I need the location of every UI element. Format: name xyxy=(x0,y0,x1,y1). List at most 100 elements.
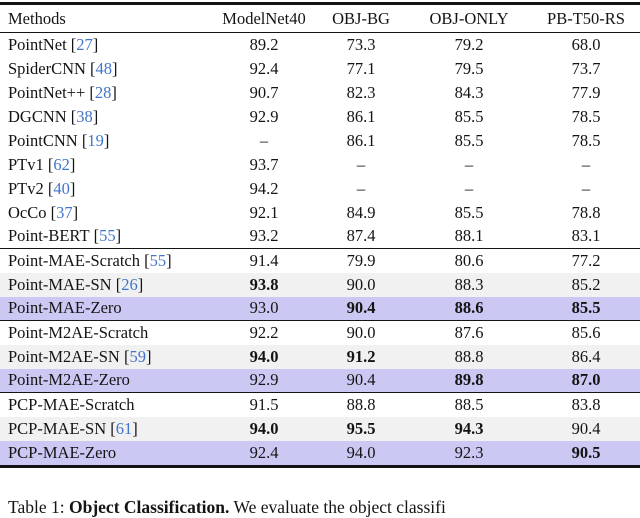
column-header-obj-only: OBJ-ONLY xyxy=(406,3,532,33)
value-cell-modelnet40: 92.1 xyxy=(249,202,279,222)
citation-link[interactable]: 26 xyxy=(121,274,138,294)
value-cell-obj-bg: 90.4 xyxy=(316,368,406,393)
caption-text: We evaluate the object classifi xyxy=(233,497,446,517)
table-row-point-m2ae-scratch: Point-M2AE-Scratch 92.2 90.0 87.6 85.6 xyxy=(0,320,640,345)
method-label: PCP-MAE-Scratch xyxy=(8,394,135,414)
value-cell-obj-bg: – xyxy=(356,154,366,174)
method-label: OcCo xyxy=(8,202,47,222)
results-figure: Methods ModelNet40 OBJ-BG OBJ-ONLY PB-T50-RS… xyxy=(0,2,640,468)
value-cell-modelnet40: 93.7 xyxy=(249,154,279,174)
caption-title: Object Classification. xyxy=(68,497,230,517)
value-cell-modelnet40: 93.8 xyxy=(212,272,316,297)
table-row-ptv1: PTv1 [62] 93.7 – – – xyxy=(0,153,640,177)
value-cell-pb-t50-rs: 85.6 xyxy=(532,320,640,345)
method-cell: PCP-MAE-Zero xyxy=(0,440,212,465)
method-cell: Point-M2AE-Zero xyxy=(0,368,212,393)
citation-link[interactable]: 40 xyxy=(53,178,70,198)
table-row-point-m2ae-zero: Point-M2AE-Zero 92.9 90.4 89.8 87.0 xyxy=(0,368,640,393)
method-label: PointNet++ xyxy=(8,82,86,102)
value-cell-obj-only: – xyxy=(464,154,474,174)
method-cell: Point-MAE-Zero xyxy=(0,296,212,321)
method-label: Point-MAE-Zero xyxy=(8,298,122,318)
value-cell-pb-t50-rs: 85.2 xyxy=(532,272,640,297)
value-cell-modelnet40: 93.2 xyxy=(249,226,279,246)
value-cell-obj-only: 85.5 xyxy=(454,106,484,126)
value-cell-modelnet40: 91.4 xyxy=(212,248,316,273)
value-cell-obj-only: 88.3 xyxy=(406,272,532,297)
column-header-modelnet40: ModelNet40 xyxy=(212,3,316,33)
value-cell-pb-t50-rs: 85.5 xyxy=(532,296,640,321)
value-cell-modelnet40: 92.9 xyxy=(212,368,316,393)
citation-link[interactable]: 59 xyxy=(129,346,146,366)
table-row-pointcnn: PointCNN [19] – 86.1 85.5 78.5 xyxy=(0,129,640,153)
value-cell-obj-bg: 90.0 xyxy=(316,320,406,345)
citation-link[interactable]: 48 xyxy=(95,58,113,78)
citation-link[interactable]: 28 xyxy=(94,82,112,102)
value-cell-pb-t50-rs: 83.1 xyxy=(571,226,601,246)
table-caption: Table 1: Object Classification. We evalu… xyxy=(8,496,640,518)
method-label: DGCNN xyxy=(8,106,67,126)
value-cell-obj-bg: 94.0 xyxy=(316,440,406,465)
value-cell-pb-t50-rs: 73.7 xyxy=(571,58,601,78)
method-cell: Point-MAE-SN [26] xyxy=(0,272,212,297)
value-cell-pb-t50-rs: 86.4 xyxy=(532,344,640,369)
value-cell-pb-t50-rs: 78.5 xyxy=(571,106,601,126)
citation-link[interactable]: 27 xyxy=(76,34,93,54)
value-cell-obj-bg: 90.4 xyxy=(316,296,406,321)
method-label: Point-BERT xyxy=(8,226,90,246)
method-cell: PointNet++ [28] xyxy=(8,82,117,102)
value-cell-obj-only: 88.5 xyxy=(406,392,532,417)
method-cell: PTv2 [40] xyxy=(8,178,76,198)
value-cell-obj-only: 94.3 xyxy=(406,416,532,441)
value-cell-obj-only: 89.8 xyxy=(406,368,532,393)
value-cell-obj-only: – xyxy=(464,178,474,198)
table-row-pcp-mae-zero: PCP-MAE-Zero 92.4 94.0 92.3 90.5 xyxy=(0,440,640,465)
method-label: PCP-MAE-SN xyxy=(8,418,107,438)
table-row-pointnet: PointNet++ [28] 90.7 82.3 84.3 77.9 xyxy=(0,81,640,105)
citation-link[interactable]: 19 xyxy=(87,130,104,150)
method-label: Point-M2AE-Zero xyxy=(8,370,130,390)
value-cell-obj-bg: 95.5 xyxy=(316,416,406,441)
value-cell-pb-t50-rs: 78.8 xyxy=(571,202,601,222)
method-cell: DGCNN [38] xyxy=(8,106,99,126)
method-cell: SpiderCNN [48] xyxy=(8,58,118,78)
value-cell-obj-bg: – xyxy=(356,178,366,198)
citation-link[interactable]: 55 xyxy=(99,226,116,246)
citation-link[interactable]: 62 xyxy=(53,154,70,174)
caption-label: Table 1: xyxy=(8,497,65,517)
value-cell-obj-bg: 91.2 xyxy=(316,344,406,369)
value-cell-pb-t50-rs: 77.9 xyxy=(571,82,601,102)
method-label: PointNet xyxy=(8,34,67,54)
method-cell: Point-MAE-Scratch [55] xyxy=(0,248,212,273)
table-row-spidercnn: SpiderCNN [48] 92.4 77.1 79.5 73.7 xyxy=(0,57,640,81)
value-cell-modelnet40: – xyxy=(259,130,269,150)
method-label: SpiderCNN xyxy=(8,58,86,78)
citation-link[interactable]: 55 xyxy=(149,250,167,270)
value-cell-obj-only: 80.6 xyxy=(406,248,532,273)
value-cell-obj-bg: 86.1 xyxy=(346,130,376,150)
value-cell-obj-only: 79.2 xyxy=(454,34,484,54)
value-cell-obj-only: 88.1 xyxy=(454,226,484,246)
method-cell: PointNet [27] xyxy=(8,34,99,54)
method-cell: Point-M2AE-Scratch xyxy=(0,320,212,345)
table-row-occo: OcCo [37] 92.1 84.9 85.5 78.8 xyxy=(0,201,640,225)
value-cell-pb-t50-rs: 87.0 xyxy=(532,368,640,393)
method-label: Point-M2AE-Scratch xyxy=(8,322,149,342)
method-cell: PCP-MAE-SN [61] xyxy=(0,416,212,441)
method-cell: Point-BERT [55] xyxy=(8,226,122,246)
method-cell: OcCo [37] xyxy=(8,202,79,222)
column-header-obj-bg: OBJ-BG xyxy=(316,3,406,33)
value-cell-modelnet40: 91.5 xyxy=(212,392,316,417)
value-cell-pb-t50-rs: 90.4 xyxy=(532,416,640,441)
citation-link[interactable]: 38 xyxy=(76,106,93,126)
table-row-point-bert: Point-BERT [55] 93.2 87.4 88.1 83.1 xyxy=(0,225,640,249)
method-cell: Point-M2AE-SN [59] xyxy=(0,344,212,369)
citation-link[interactable]: 37 xyxy=(56,202,73,222)
value-cell-obj-bg: 84.9 xyxy=(346,202,376,222)
citation-link[interactable]: 61 xyxy=(115,418,133,438)
value-cell-pb-t50-rs: 83.8 xyxy=(532,392,640,417)
value-cell-obj-bg: 86.1 xyxy=(346,106,376,126)
method-label: PointCNN xyxy=(8,130,78,150)
method-label: Point-MAE-Scratch xyxy=(8,250,140,270)
table-row-dgcnn: DGCNN [38] 92.9 86.1 85.5 78.5 xyxy=(0,105,640,129)
